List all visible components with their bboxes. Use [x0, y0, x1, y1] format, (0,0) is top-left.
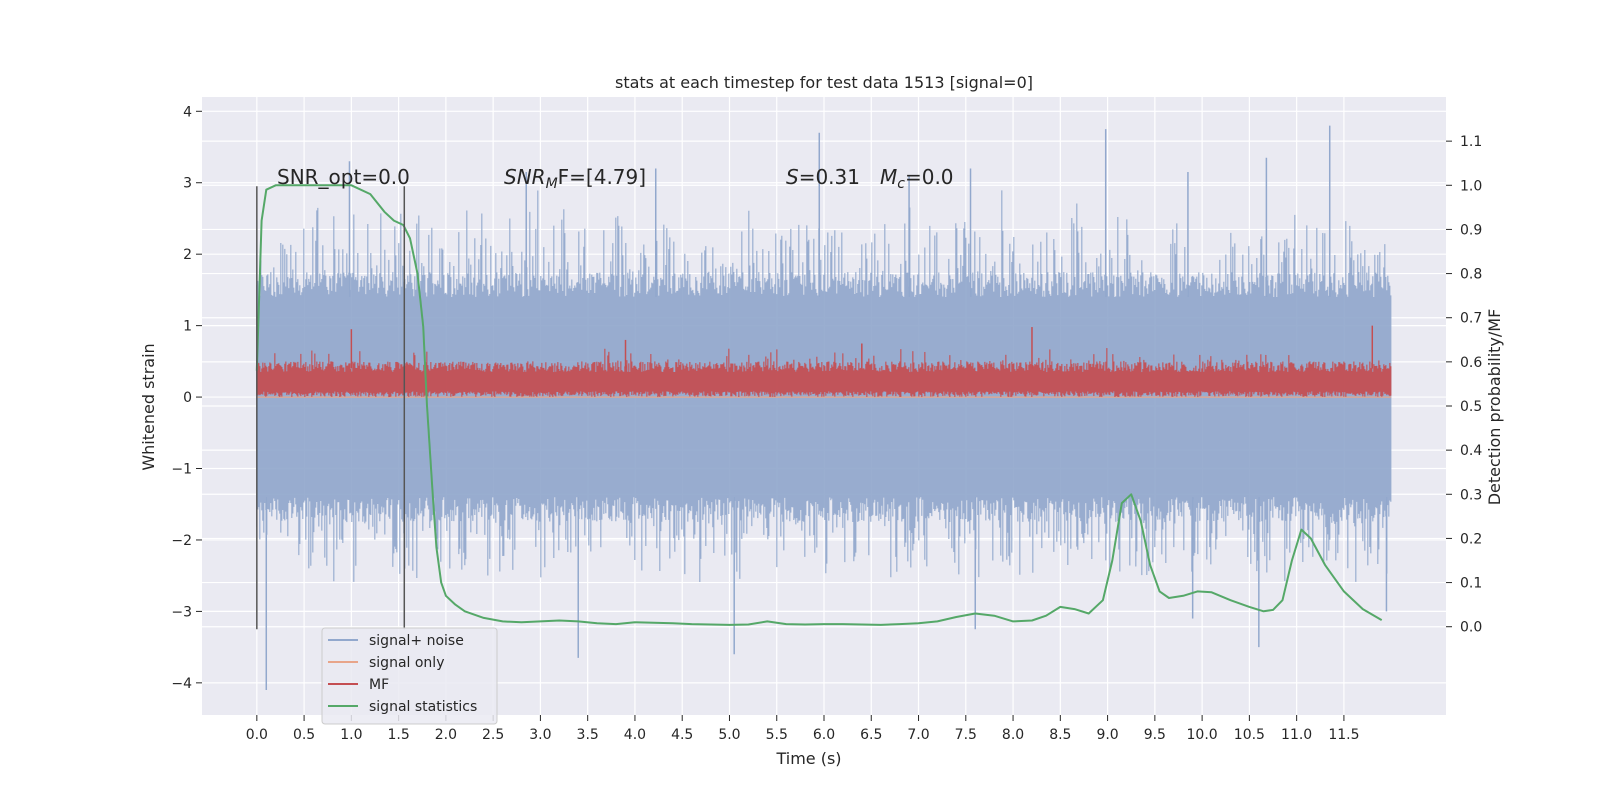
- x-tick-label: 2.0: [435, 727, 457, 743]
- series-layer: [255, 125, 1392, 690]
- legend-label: signal statistics: [369, 699, 477, 715]
- x-axis-label: Time (s): [775, 749, 841, 768]
- y-tick-label: −4: [171, 676, 192, 692]
- chart-title: stats at each timestep for test data 151…: [615, 73, 1033, 92]
- ticks: 0.0 0.5 1.0 1.5 2.0 2.5 3.0 3.5 4.0 4.5 5.0 5.5 6.0 6…: [171, 104, 1482, 743]
- x-tick-label: 6.5: [860, 727, 882, 743]
- x-tick-label: 6.0: [813, 727, 835, 743]
- x-tick-label: 4.0: [624, 727, 646, 743]
- annotation-s: S=0.31: [786, 165, 860, 189]
- x-tick-label: 7.0: [907, 727, 929, 743]
- y2-tick-label: 0.3: [1460, 487, 1482, 503]
- x-tick-label: 5.0: [718, 727, 740, 743]
- y2-tick-label: 0.0: [1460, 620, 1482, 636]
- annotation-snr-mf-rest: F=[4.79]: [558, 165, 646, 189]
- legend-label: MF: [369, 677, 389, 693]
- annotation-snr-opt: SNR_opt=0.0: [277, 165, 410, 189]
- x-tick-label: 11.0: [1281, 727, 1312, 743]
- y2-axis-label: Detection probability/MF: [1485, 309, 1504, 506]
- y-axis-label: Whitened strain: [139, 343, 158, 470]
- annotation-snr-mf-sub: M: [546, 176, 558, 192]
- y2-tick-label: 0.5: [1460, 399, 1482, 415]
- legend: signal+ noise signal only MF signal statist…: [321, 627, 498, 725]
- x-tick-label: 5.5: [766, 727, 788, 743]
- y-tick-label: 3: [183, 176, 192, 192]
- x-tick-label: 9.0: [1096, 727, 1118, 743]
- y2-tick-label: 0.6: [1460, 355, 1482, 371]
- x-tick-label: 8.5: [1049, 727, 1071, 743]
- x-tick-label: 8.0: [1002, 727, 1024, 743]
- annotations: SNR_opt=0.0 SNRMF=[4.79] S=0.31 Mc=0.0: [277, 165, 954, 192]
- legend-box: [321, 627, 498, 725]
- x-tick-label: 2.5: [482, 727, 504, 743]
- annotation-snr-mf-main: SNR: [504, 165, 546, 189]
- y-tick-label: −2: [171, 533, 192, 549]
- x-tick-label: 3.0: [529, 727, 551, 743]
- x-tick-label: 10.5: [1234, 727, 1265, 743]
- x-tick-label: 0.0: [246, 727, 268, 743]
- y2-tick-label: 0.8: [1460, 267, 1482, 283]
- y2-tick-label: 1.0: [1460, 178, 1482, 194]
- annotation-mc-val: =0.0: [905, 165, 954, 189]
- x-tick-label: 9.5: [1144, 727, 1166, 743]
- annotation-mc-sub: c: [897, 176, 905, 192]
- y2-tick-label: 0.9: [1460, 222, 1482, 238]
- annotation-s-val: =0.31: [799, 165, 860, 189]
- x-tick-label: 1.5: [387, 727, 409, 743]
- y-tick-label: 2: [183, 247, 192, 263]
- y-tick-label: 1: [183, 319, 192, 335]
- x-tick-label: 11.5: [1328, 727, 1359, 743]
- y2-tick-label: 0.2: [1460, 531, 1482, 547]
- y-tick-label: −1: [171, 462, 192, 478]
- x-tick-label: 7.5: [955, 727, 977, 743]
- annotation-s-var: S: [786, 165, 799, 189]
- annotation-mc: Mc=0.0: [880, 165, 954, 192]
- x-tick-label: 4.5: [671, 727, 693, 743]
- legend-label: signal+ noise: [369, 633, 464, 649]
- y-tick-label: 0: [183, 390, 192, 406]
- x-tick-label: 1.0: [340, 727, 362, 743]
- y2-tick-label: 0.1: [1460, 576, 1482, 592]
- annotation-mc-var: M: [880, 165, 897, 189]
- y2-tick-label: 0.4: [1460, 443, 1482, 459]
- y2-tick-label: 0.7: [1460, 311, 1482, 327]
- y2-tick-label: 1.1: [1460, 134, 1482, 150]
- y-tick-label: 4: [183, 104, 192, 120]
- x-tick-label: 0.5: [293, 727, 315, 743]
- legend-label: signal only: [369, 655, 444, 671]
- series-signal-statistics: [255, 184, 1383, 626]
- annotation-snr-mf: SNRMF=[4.79]: [504, 165, 646, 192]
- series-line: [255, 184, 1383, 626]
- x-tick-label: 3.5: [577, 727, 599, 743]
- y-tick-label: −3: [171, 604, 192, 620]
- x-tick-label: 10.0: [1187, 727, 1218, 743]
- series-signal-noise: [256, 125, 1392, 690]
